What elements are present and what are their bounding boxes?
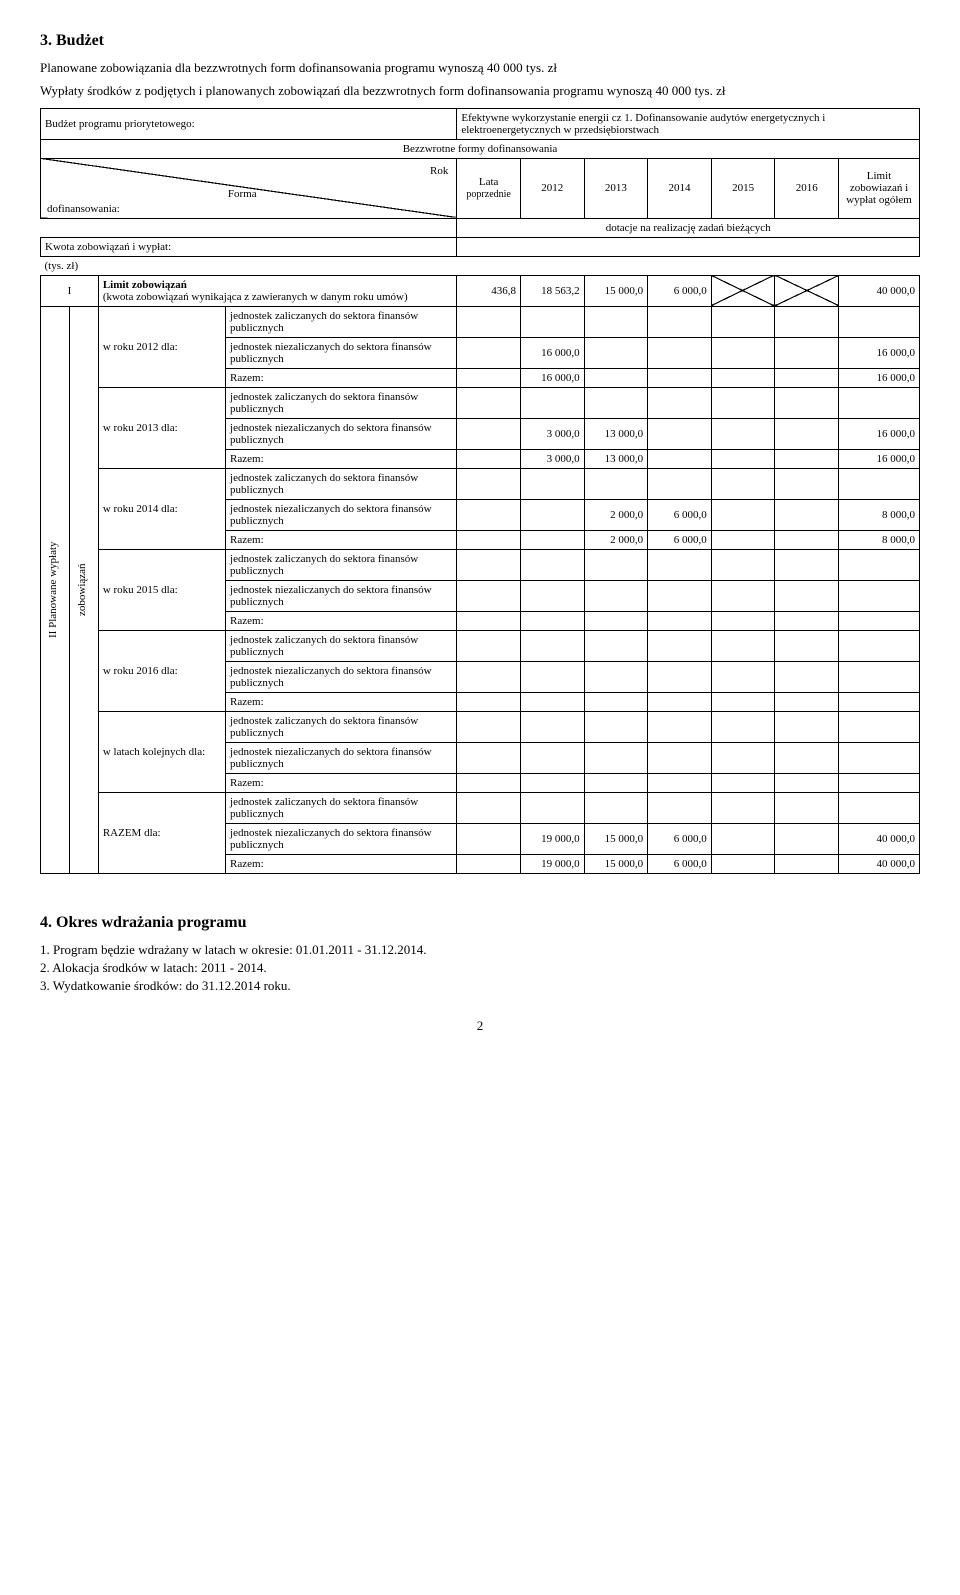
row6-jz: jednostek zaliczanych do sektora finansó… — [226, 792, 457, 823]
row2-rz: Razem: — [226, 530, 457, 549]
row1-jz: jednostek zaliczanych do sektora finansó… — [226, 387, 457, 418]
row2-jn-2014: 6 000,0 — [648, 499, 712, 530]
sec4-i3: 3. Wydatkowanie środków: do 31.12.2014 r… — [40, 978, 920, 994]
row5-jz: jednostek zaliczanych do sektora finansó… — [226, 711, 457, 742]
row-I: I — [41, 275, 99, 306]
row6-jn-tot: 40 000,0 — [839, 823, 920, 854]
dofin-label: dofinansowania: — [47, 203, 120, 215]
row0-jz: jednostek zaliczanych do sektora finansó… — [226, 306, 457, 337]
lz-2013: 15 000,0 — [584, 275, 648, 306]
row6-jn: jednostek niezaliczanych do sektora fina… — [226, 823, 457, 854]
row1-rz-tot: 16 000,0 — [839, 449, 920, 468]
forma-label: Forma — [228, 188, 257, 200]
row2-rz-2013: 2 000,0 — [584, 530, 648, 549]
col-lata: Latapoprzednie — [457, 158, 521, 218]
row6-jn-2012: 19 000,0 — [520, 823, 584, 854]
row3-label: w roku 2015 dla: — [98, 549, 225, 630]
sec3-p2: Wypłaty środków z podjętych i planowanyc… — [40, 83, 920, 100]
row0-label: w roku 2012 dla: — [98, 306, 225, 387]
row6-label: RAZEM dla: — [98, 792, 225, 873]
row1-jn-tot: 16 000,0 — [839, 418, 920, 449]
row2-jn-2013: 2 000,0 — [584, 499, 648, 530]
sec3-p1: Planowane zobowiązania dla bezzwrotnych … — [40, 60, 920, 77]
row2-jn-tot: 8 000,0 — [839, 499, 920, 530]
row1-rz: Razem: — [226, 449, 457, 468]
lz-2016-x — [775, 275, 839, 306]
row2-jz: jednostek zaliczanych do sektora finansó… — [226, 468, 457, 499]
col-2012: 2012 — [520, 158, 584, 218]
row6-rz-2012: 19 000,0 — [520, 854, 584, 873]
row1-label: w roku 2013 dla: — [98, 387, 225, 468]
col-2015: 2015 — [711, 158, 775, 218]
diag-cell: Rok Forma dofinansowania: — [41, 158, 457, 218]
row1-jn-2013: 13 000,0 — [584, 418, 648, 449]
row0-jn-2012: 16 000,0 — [520, 337, 584, 368]
row1-rz-2013: 13 000,0 — [584, 449, 648, 468]
row1-jn: jednostek niezaliczanych do sektora fina… — [226, 418, 457, 449]
col-2014: 2014 — [648, 158, 712, 218]
row6-rz: Razem: — [226, 854, 457, 873]
section-4-heading: 4. Okres wdrażania programu — [40, 914, 920, 932]
row5-rz: Razem: — [226, 773, 457, 792]
section-3-heading: 3. Budżet — [40, 32, 920, 50]
row2-label: w roku 2014 dla: — [98, 468, 225, 549]
rot-left: II Planowane wypłaty — [41, 306, 70, 873]
row2-rz-tot: 8 000,0 — [839, 530, 920, 549]
row0-rz: Razem: — [226, 368, 457, 387]
row4-jn: jednostek niezaliczanych do sektora fina… — [226, 661, 457, 692]
row6-rz-2014: 6 000,0 — [648, 854, 712, 873]
row1-jn-2012: 3 000,0 — [520, 418, 584, 449]
row6-rz-tot: 40 000,0 — [839, 854, 920, 873]
row1-rz-2012: 3 000,0 — [520, 449, 584, 468]
lz-2015-x — [711, 275, 775, 306]
row5-label: w latach kolejnych dla: — [98, 711, 225, 792]
row4-rz: Razem: — [226, 692, 457, 711]
rok-label: Rok — [430, 165, 448, 177]
col-2016: 2016 — [775, 158, 839, 218]
row6-jn-2013: 15 000,0 — [584, 823, 648, 854]
rot-right: zobowiązań — [69, 306, 98, 873]
budget-table: Budżet programu priorytetowego: Efektywn… — [40, 108, 920, 874]
row3-jz: jednostek zaliczanych do sektora finansó… — [226, 549, 457, 580]
lz-total: 40 000,0 — [839, 275, 920, 306]
row4-label: w roku 2016 dla: — [98, 630, 225, 711]
row0-jn-tot: 16 000,0 — [839, 337, 920, 368]
row0-rz-tot: 16 000,0 — [839, 368, 920, 387]
sec4-i1: 1. Program będzie wdrażany w latach w ok… — [40, 942, 920, 958]
row0-rz-2012: 16 000,0 — [520, 368, 584, 387]
limit-zob-cell: Limit zobowiązań (kwota zobowiązań wynik… — [98, 275, 457, 306]
row6-rz-2013: 15 000,0 — [584, 854, 648, 873]
budget-desc: Efektywne wykorzystanie energii cz 1. Do… — [457, 108, 920, 139]
lz-2012: 18 563,2 — [520, 275, 584, 306]
row3-rz: Razem: — [226, 611, 457, 630]
kwota-label: Kwota zobowiązań i wypłat: — [41, 237, 457, 256]
col-limit: Limit zobowiazań i wypłat ogółem — [839, 158, 920, 218]
row2-jn: jednostek niezaliczanych do sektora fina… — [226, 499, 457, 530]
forms-header: Bezzwrotne formy dofinansowania — [41, 139, 920, 158]
sec4-list: 1. Program będzie wdrażany w latach w ok… — [40, 942, 920, 994]
row3-jn: jednostek niezaliczanych do sektora fina… — [226, 580, 457, 611]
lz-2014: 6 000,0 — [648, 275, 712, 306]
col-2013: 2013 — [584, 158, 648, 218]
tys-label: (tys. zł) — [41, 256, 99, 275]
lz-lata: 436,8 — [457, 275, 521, 306]
budget-label: Budżet programu priorytetowego: — [41, 108, 457, 139]
row6-jn-2014: 6 000,0 — [648, 823, 712, 854]
row0-jn: jednostek niezaliczanych do sektora fina… — [226, 337, 457, 368]
row4-jz: jednostek zaliczanych do sektora finansó… — [226, 630, 457, 661]
page-number: 2 — [40, 1018, 920, 1034]
dotacje-row: dotacje na realizację zadań bieżących — [457, 218, 920, 237]
sec4-i2: 2. Alokacja środków w latach: 2011 - 201… — [40, 960, 920, 976]
row2-rz-2014: 6 000,0 — [648, 530, 712, 549]
row5-jn: jednostek niezaliczanych do sektora fina… — [226, 742, 457, 773]
